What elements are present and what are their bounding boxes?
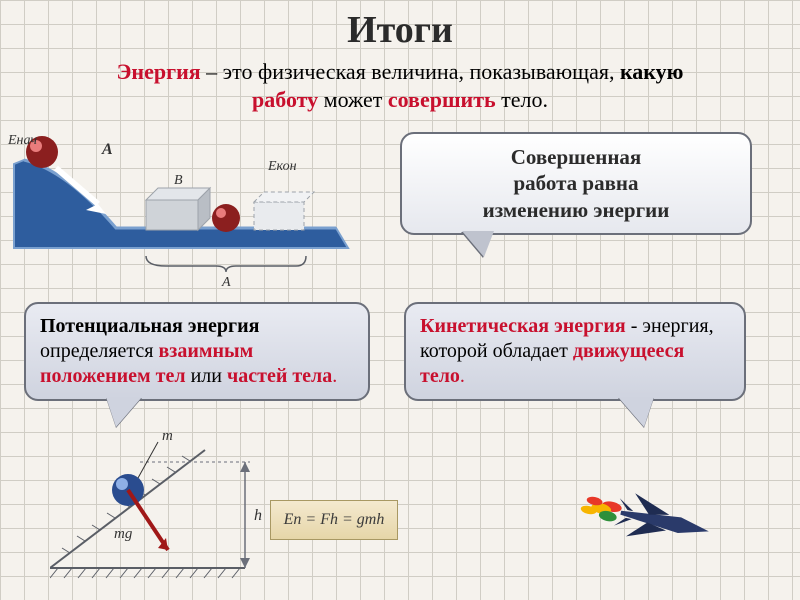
callout-work-energy: Совершенная работа равна изменению энерг… (400, 132, 752, 235)
label-a-top: A (101, 141, 113, 158)
bottom-bracket (146, 256, 306, 272)
formula-potential-energy: Eп = Fh = gmh (270, 500, 398, 540)
h-arrow-top (240, 462, 250, 472)
c2-mid1: определяется (40, 340, 159, 362)
energy-definition: Энергия – это физическая величина, показ… (0, 52, 800, 113)
ground-hatching (50, 568, 240, 578)
label-ekon: Eкон (267, 159, 297, 174)
c3-dot: . (460, 365, 465, 387)
jet-illustration (570, 480, 740, 560)
def-dash: – (201, 59, 223, 84)
c1-l3: изменению энергии (416, 197, 736, 223)
c2-mid2: или (186, 365, 227, 387)
callout1-tail (462, 231, 494, 257)
c2-parts: частей тела (227, 365, 332, 387)
slide-title: Итоги (0, 0, 800, 52)
ball-end (212, 204, 240, 232)
callout-kinetic: Кинетическая энергия - энергия, которой … (404, 302, 746, 401)
c3-head: Кинетическая энергия (420, 315, 626, 337)
callout-potential: Потенциальная энергия определяется взаим… (24, 302, 370, 401)
block-b (146, 200, 198, 230)
c3-dash: - (626, 315, 643, 337)
label-m: m (162, 428, 173, 444)
def-tail: тело. (496, 87, 548, 112)
label-b: B (174, 173, 183, 188)
callout3-tail (618, 397, 654, 427)
slide-content: Итоги Энергия – это физическая величина,… (0, 0, 800, 600)
c2-dot: . (332, 365, 337, 387)
c2-head: Потенциальная энергия (40, 315, 259, 337)
def-work: работу (252, 87, 318, 112)
ball-end-highlight (216, 208, 226, 218)
m-leader (138, 442, 158, 478)
term-energy: Энергия (117, 59, 201, 84)
def-mid1: это физическая величина, показывающая, (223, 59, 620, 84)
block-ghost (254, 202, 304, 230)
label-mg: mg (114, 526, 133, 542)
def-mid2: какую (620, 59, 684, 84)
c1-l2: работа равна (416, 170, 736, 196)
label-h: h (254, 507, 262, 524)
incline-ball-highlight (116, 478, 128, 490)
block-ghost-top (254, 192, 314, 202)
label-a-bottom: A (221, 275, 231, 290)
h-arrow-bot (240, 558, 250, 568)
mg-vector (128, 490, 168, 550)
ramp-diagram: Eнач A B Eкон A (6, 130, 366, 290)
def-mid3: может (318, 87, 388, 112)
c1-l1: Совершенная (416, 144, 736, 170)
label-enach: Eнач (7, 133, 37, 148)
def-perform: совершить (388, 87, 496, 112)
incline-line (50, 450, 205, 568)
